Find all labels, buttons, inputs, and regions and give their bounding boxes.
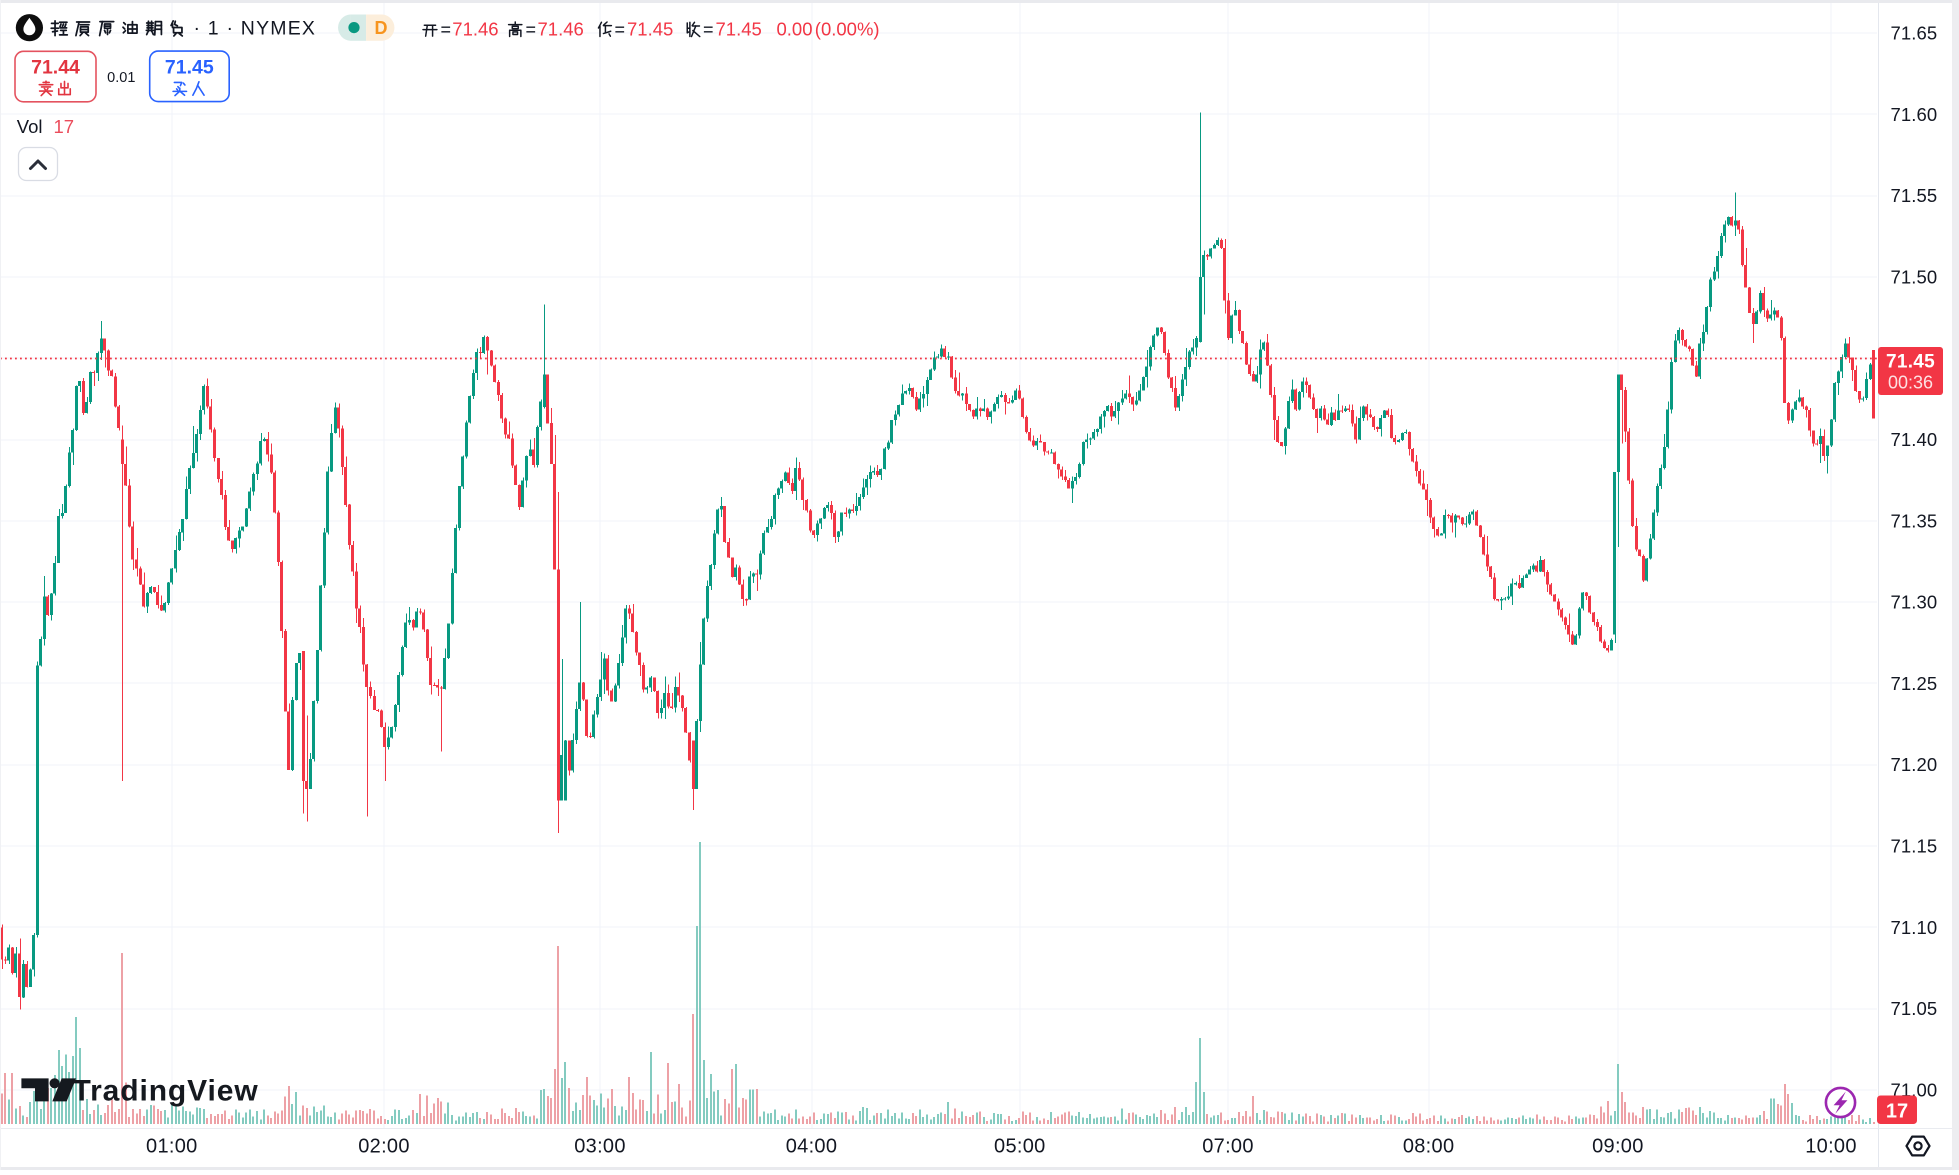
svg-text:02:00: 02:00 xyxy=(358,1136,410,1158)
svg-text:71.45: 71.45 xyxy=(627,19,673,40)
svg-text:17: 17 xyxy=(54,116,75,137)
svg-text:71.10: 71.10 xyxy=(1891,917,1938,938)
svg-text:05:00: 05:00 xyxy=(994,1136,1046,1158)
svg-text:71.35: 71.35 xyxy=(1891,510,1938,531)
svg-text:=: = xyxy=(615,20,626,40)
svg-text:08:00: 08:00 xyxy=(1403,1136,1455,1158)
svg-text:(0.00%): (0.00%) xyxy=(815,19,880,40)
svg-text:D: D xyxy=(375,18,388,38)
svg-text:71.15: 71.15 xyxy=(1891,836,1938,857)
svg-text:0.00: 0.00 xyxy=(777,19,813,40)
svg-text:=: = xyxy=(526,20,537,40)
svg-text:· 1 · NYMEX: · 1 · NYMEX xyxy=(194,18,317,40)
svg-text:Vol: Vol xyxy=(17,116,43,137)
svg-text:71.46: 71.46 xyxy=(452,19,498,40)
svg-text:71.20: 71.20 xyxy=(1891,754,1938,775)
svg-text:71.46: 71.46 xyxy=(538,19,584,40)
svg-text:71.40: 71.40 xyxy=(1891,429,1938,450)
svg-text:71.00: 71.00 xyxy=(1891,1079,1938,1100)
svg-text:71.65: 71.65 xyxy=(1891,23,1938,44)
svg-text:01:00: 01:00 xyxy=(146,1136,198,1158)
svg-text:71.50: 71.50 xyxy=(1891,266,1938,287)
svg-text:71.44: 71.44 xyxy=(31,57,80,79)
svg-text:07:00: 07:00 xyxy=(1202,1136,1254,1158)
svg-text:71.45: 71.45 xyxy=(716,19,762,40)
svg-text:0.01: 0.01 xyxy=(107,70,135,86)
svg-text:00:36: 00:36 xyxy=(1888,373,1933,393)
svg-text:=: = xyxy=(441,20,452,40)
svg-text:09:00: 09:00 xyxy=(1592,1136,1644,1158)
svg-text:71.45: 71.45 xyxy=(165,57,214,79)
svg-text:17: 17 xyxy=(1886,1101,1908,1123)
svg-text:71.55: 71.55 xyxy=(1891,185,1938,206)
svg-text:71.30: 71.30 xyxy=(1891,592,1938,613)
svg-text:71.25: 71.25 xyxy=(1891,673,1938,694)
svg-text:04:00: 04:00 xyxy=(786,1136,838,1158)
svg-text:10:00: 10:00 xyxy=(1805,1136,1857,1158)
svg-text:71.60: 71.60 xyxy=(1891,104,1938,125)
svg-text:71.45: 71.45 xyxy=(1886,352,1935,373)
svg-text:03:00: 03:00 xyxy=(574,1136,626,1158)
svg-text:=: = xyxy=(703,20,714,40)
svg-text:71.05: 71.05 xyxy=(1891,998,1938,1019)
svg-text:TradingView: TradingView xyxy=(73,1075,259,1108)
